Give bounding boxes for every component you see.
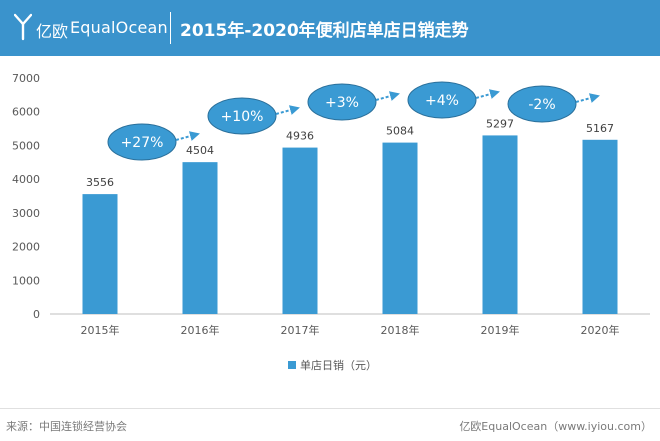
y-tick-label: 5000 — [12, 139, 40, 152]
growth-annotations: +27% +10% +3% +4% -2% — [107, 81, 600, 161]
growth-bubble — [107, 123, 177, 161]
data-labels-group: 3556 4504 4936 5084 5297 5167 — [86, 117, 614, 189]
bar — [182, 162, 218, 314]
footer: 来源：中国连锁经营协会 亿欧EqualOcean（www.iyiou.com） — [0, 408, 660, 441]
growth-label: +10% — [221, 109, 264, 125]
x-tick-label: 2019年 — [481, 323, 520, 337]
y-tick-label: 1000 — [12, 274, 40, 287]
data-label: 5084 — [386, 125, 414, 138]
bar — [382, 142, 418, 314]
bar — [482, 135, 518, 314]
growth-arrow — [575, 93, 600, 103]
x-tick-label: 2018年 — [381, 323, 420, 337]
header-bar: 亿欧 EqualOcean 2015年-2020年便利店单店日销走势 — [0, 0, 660, 56]
growth-bubble — [407, 81, 477, 119]
data-label: 5297 — [486, 117, 514, 130]
x-axis-ticks: 2015年 2016年 2017年 2018年 2019年 2020年 — [81, 323, 620, 337]
brand-name-en: EqualOcean — [70, 18, 168, 37]
x-tick-label: 2015年 — [81, 323, 120, 337]
bar — [82, 194, 118, 314]
legend-swatch — [288, 361, 296, 369]
y-tick-label: 4000 — [12, 173, 40, 186]
growth-bubble — [207, 97, 277, 135]
bar — [582, 139, 618, 314]
y-axis: 0 1000 2000 3000 4000 5000 6000 7000 — [12, 72, 40, 321]
bars-group — [82, 135, 618, 314]
footer-brand: 亿欧EqualOcean（www.iyiou.com） — [459, 420, 652, 433]
x-tick-label: 2020年 — [581, 323, 620, 337]
data-label: 3556 — [86, 176, 114, 189]
chart-title: 2015年-2020年便利店单店日销走势 — [180, 21, 469, 41]
data-label: 4936 — [286, 130, 314, 143]
y-tick-label: 0 — [33, 308, 40, 321]
y-tick-label: 3000 — [12, 207, 40, 220]
legend-label: 单店日销（元） — [300, 358, 377, 372]
growth-label: +4% — [425, 93, 459, 109]
data-label: 5167 — [586, 122, 614, 135]
growth-arrow — [275, 105, 300, 115]
legend: 单店日销（元） — [288, 358, 377, 372]
brand-name-cn: 亿欧 — [36, 22, 69, 41]
x-tick-label: 2016年 — [181, 323, 220, 337]
growth-bubble — [307, 83, 377, 121]
growth-label: +3% — [325, 95, 359, 111]
logo-icon — [14, 13, 32, 41]
data-label: 4504 — [186, 144, 214, 157]
y-tick-label: 7000 — [12, 72, 40, 85]
growth-label: +27% — [121, 135, 164, 151]
bar — [282, 147, 318, 314]
growth-arrow — [375, 91, 400, 101]
growth-bubble — [507, 85, 577, 123]
x-tick-label: 2017年 — [281, 323, 320, 337]
growth-arrow — [475, 89, 500, 99]
bar-chart: 0 1000 2000 3000 4000 5000 6000 7000 3556 4504 49… — [12, 72, 650, 372]
growth-label: -2% — [528, 97, 555, 113]
y-tick-label: 2000 — [12, 241, 40, 254]
y-tick-label: 6000 — [12, 106, 40, 119]
growth-arrow — [175, 131, 200, 141]
source-note: 来源：中国连锁经营协会 — [6, 420, 127, 433]
header-divider — [170, 12, 171, 44]
